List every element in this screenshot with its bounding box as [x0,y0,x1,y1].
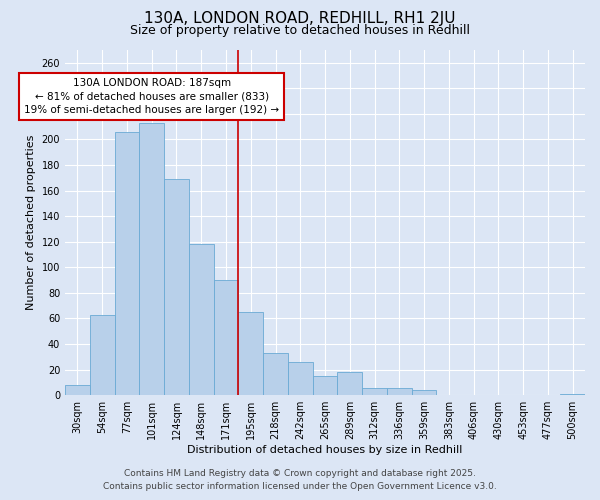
Bar [387,388,412,395]
Bar [238,312,263,395]
Bar [139,123,164,395]
Bar [214,280,238,395]
Bar [362,388,387,395]
Bar [337,372,362,395]
Text: 130A, LONDON ROAD, REDHILL, RH1 2JU: 130A, LONDON ROAD, REDHILL, RH1 2JU [144,12,456,26]
Bar [560,394,585,395]
Bar [115,132,139,395]
Bar [164,179,189,395]
Bar [288,362,313,395]
X-axis label: Distribution of detached houses by size in Redhill: Distribution of detached houses by size … [187,445,463,455]
Bar [189,244,214,395]
Y-axis label: Number of detached properties: Number of detached properties [26,135,36,310]
Text: Size of property relative to detached houses in Redhill: Size of property relative to detached ho… [130,24,470,37]
Bar [90,314,115,395]
Bar [412,390,436,395]
Bar [313,376,337,395]
Bar [65,385,90,395]
Text: Contains HM Land Registry data © Crown copyright and database right 2025.
Contai: Contains HM Land Registry data © Crown c… [103,470,497,491]
Text: 130A LONDON ROAD: 187sqm
← 81% of detached houses are smaller (833)
19% of semi-: 130A LONDON ROAD: 187sqm ← 81% of detach… [24,78,279,114]
Bar [263,353,288,395]
